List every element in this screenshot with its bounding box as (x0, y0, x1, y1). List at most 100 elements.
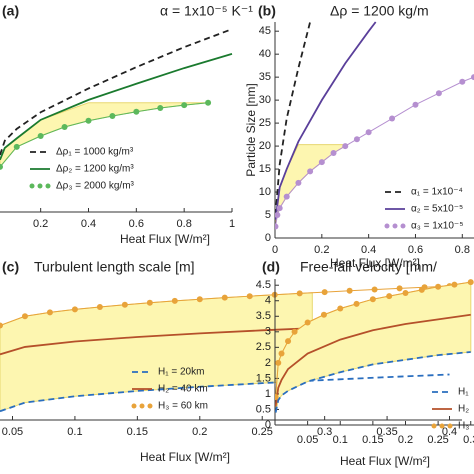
legend-swatch (392, 223, 398, 229)
legend-label: H₃ (458, 421, 469, 432)
x-tick-label: 0.15 (362, 434, 383, 446)
data-point (365, 129, 372, 136)
y-tick-label: 20 (259, 140, 271, 152)
legend-label: H₃ = 60 km (158, 401, 208, 412)
x-tick-label: 0.05 (2, 426, 23, 438)
legend-label: α₂ = 5x10⁻⁵ (411, 204, 463, 215)
data-point (321, 289, 328, 296)
series-line (275, 281, 471, 398)
legend-swatch (131, 403, 137, 409)
data-point (353, 136, 360, 143)
data-point (246, 293, 253, 300)
x-tick-label: 0.35 (376, 426, 397, 438)
chart-title: Turbulent length scale [m] (34, 259, 195, 275)
legend-swatch (439, 423, 445, 429)
data-point (109, 113, 116, 120)
data-point (278, 350, 285, 357)
series-line (0, 52, 233, 161)
legend-label: Δρ₃ = 2000 kg/m³ (56, 181, 135, 192)
legend-label: H₁ = 20km (158, 367, 204, 378)
y-tick-label: 45 (259, 25, 271, 37)
legend-swatch (400, 223, 406, 229)
legend-label: α₃ = 1x10⁻⁵ (411, 221, 463, 232)
y-tick-label: 3.5 (256, 310, 271, 322)
x-tick-label: 0.4 (442, 426, 457, 438)
y-tick-label: 1 (265, 388, 271, 400)
chart-title: Δρ = 1200 kg/m (330, 3, 429, 19)
x-tick-label: 0.6 (408, 244, 423, 256)
data-point (96, 303, 103, 310)
x-tick-label: 0.05 (297, 434, 318, 446)
x-tick-label: 0.15 (127, 426, 148, 438)
series-line (275, 76, 474, 227)
data-point (451, 281, 458, 288)
shaded-region (275, 144, 350, 227)
legend-label: Δρ₂ = 1200 kg/m³ (56, 164, 134, 175)
legend-swatch (447, 423, 453, 429)
data-point (459, 78, 466, 85)
data-point (320, 311, 327, 318)
series-line (275, 313, 471, 407)
legend-swatch (384, 223, 390, 229)
y-tick-label: 0 (265, 232, 271, 244)
data-point (467, 279, 474, 286)
series-line (0, 373, 450, 413)
y-tick-label: 4.5 (256, 279, 271, 291)
y-tick-label: 0.5 (256, 403, 271, 415)
panel-label: (a) (2, 3, 19, 19)
x-tick-label: 0.2 (398, 434, 413, 446)
y-tick-label: 40 (259, 48, 271, 60)
x-tick-label: 1 (229, 218, 235, 230)
data-point (37, 133, 44, 139)
data-point (21, 313, 28, 320)
legend-label: H₂ = 40 km (158, 384, 208, 395)
x-tick-label: 0 (272, 244, 278, 256)
x-tick-label: 0.3 (463, 434, 474, 446)
x-tick-label: 0.1 (67, 426, 82, 438)
y-tick-label: 2.5 (256, 341, 271, 353)
y-tick-label: 4 (265, 295, 271, 307)
x-tick-label: 0.2 (192, 426, 207, 438)
data-point (146, 299, 153, 306)
legend-label: Δρ₁ = 1000 kg/m³ (56, 147, 134, 158)
data-point (291, 328, 298, 335)
legend-swatch (139, 403, 145, 409)
x-tick-label: 0.25 (427, 434, 448, 446)
data-point (205, 99, 212, 106)
data-point (471, 74, 474, 81)
y-tick-label: 3 (265, 326, 271, 338)
data-point (389, 115, 396, 122)
data-point (275, 223, 279, 230)
data-point (171, 297, 178, 304)
data-point (295, 179, 302, 186)
panel-label: (b) (258, 3, 276, 19)
series-line (0, 102, 209, 168)
chart-title: Free-fall velocity [mm/ (300, 259, 437, 275)
data-point (346, 287, 353, 294)
data-point (330, 149, 337, 156)
data-point (371, 286, 378, 293)
y-tick-label: 0 (265, 419, 271, 431)
y-axis-label: Particle Size [nm] (244, 83, 258, 176)
y-tick-label: 30 (259, 94, 271, 106)
data-point (13, 143, 20, 150)
legend-swatch (147, 403, 153, 409)
legend-swatch (45, 183, 51, 189)
series-line (275, 21, 311, 216)
data-point (418, 286, 425, 293)
y-tick-label: 5 (265, 209, 271, 221)
y-tick-label: 1.5 (256, 372, 271, 384)
panel: (d) Free-fall velocity [mm/Heat Flux [W/m… (256, 259, 474, 468)
data-point (275, 359, 282, 366)
x-axis-label: Heat Flux [W/m²] (140, 450, 230, 464)
data-point (307, 168, 314, 175)
x-axis-label: Heat Flux [W/m²] (120, 232, 210, 246)
x-tick-label: 0.1 (333, 434, 348, 446)
x-tick-label: 0.2 (33, 218, 48, 230)
legend-swatch (29, 183, 35, 189)
data-point (61, 123, 68, 130)
data-point (283, 193, 290, 200)
panel: (a) α = 1x10⁻⁵ K⁻¹ Heat Flux [W/m²] 0.2 0.4 0… (0, 3, 253, 246)
data-point (412, 101, 419, 108)
chart-title: α = 1x10⁻⁵ K⁻¹ (160, 3, 253, 19)
